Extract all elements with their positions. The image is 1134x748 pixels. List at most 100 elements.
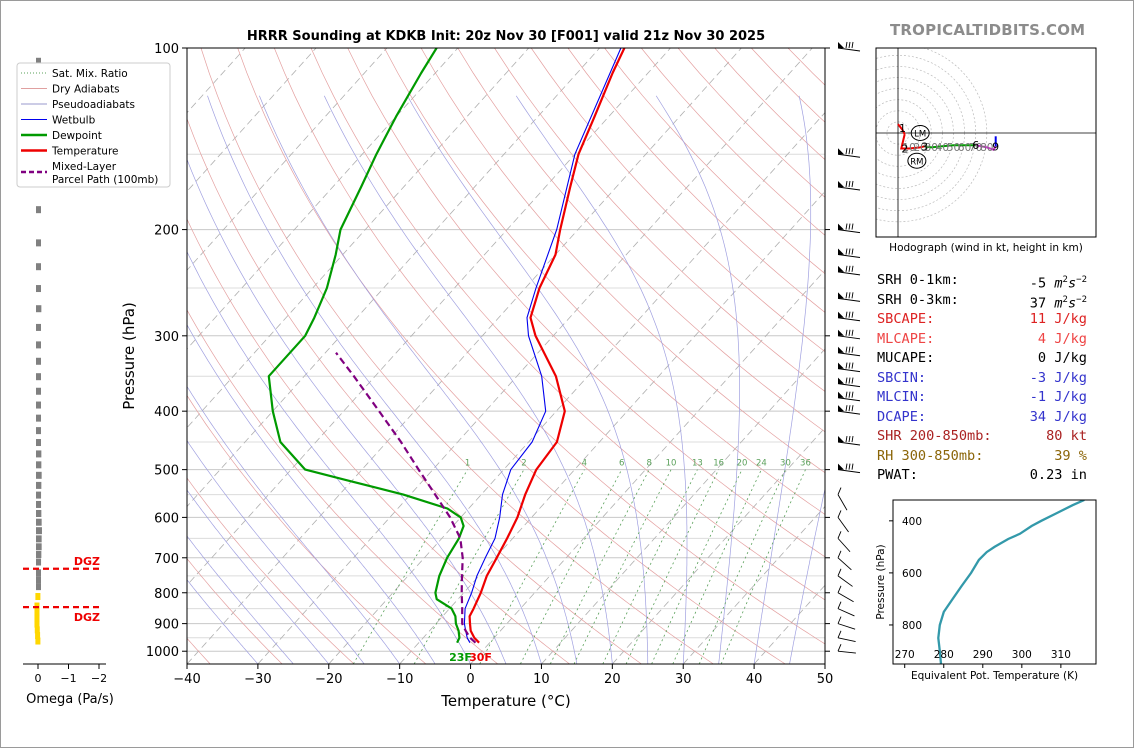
isotherm: [470, 269, 825, 664]
omega-bar: [36, 401, 41, 409]
omega-tick-label: −1: [60, 672, 76, 685]
wind-barb-flag: [838, 265, 844, 272]
x-tick-label: 0: [466, 672, 474, 687]
wind-barb-staff: [837, 383, 861, 388]
pseudoadiabat: [407, 95, 649, 664]
wind-barb-feather: [845, 265, 848, 272]
hodograph-height-label: 9: [992, 140, 999, 153]
wind-barb-staff: [837, 592, 854, 603]
wind-barb-flag: [838, 311, 844, 318]
omega-bar: [34, 608, 40, 616]
wind-barb-feather: [851, 405, 854, 412]
wind-barb-staff: [837, 637, 856, 642]
dry-adiabat: [420, 48, 825, 474]
legend-item-label: Dry Adiabats: [52, 84, 120, 96]
wind-barb-feather: [848, 265, 851, 272]
wind-barb-staff: [837, 368, 861, 373]
x-tick-label: −40: [173, 672, 200, 687]
isotherm: [399, 190, 825, 664]
wind-barb-feather: [845, 180, 848, 188]
stat-sbcin: SBCIN: -3 J/kg: [877, 369, 1087, 386]
mixing-ratio-line: [479, 469, 585, 664]
wind-barb-staff: [837, 608, 855, 617]
theta-x-tick-label: 280: [934, 649, 954, 661]
wind-barb-feather: [837, 550, 842, 558]
wind-barb-flag: [838, 148, 844, 155]
wind-barb-staff: [837, 650, 856, 654]
wind-barb-feather: [848, 362, 851, 369]
stat-shear: SHR 200-850mb: 80 kt: [877, 428, 1087, 444]
wind-barb-feather: [851, 292, 854, 299]
wind-barb-feather: [848, 405, 851, 412]
mixing-ratio-label: 4: [582, 459, 587, 469]
x-tick-label: −20: [315, 672, 342, 687]
hodograph-segment: [975, 144, 997, 151]
wind-barb-feather: [851, 329, 854, 336]
lm-marker: [910, 125, 930, 141]
stat-srh-01: SRH 0-1km: -5 m2s−2: [877, 272, 1087, 292]
x-tick-label: −10: [386, 672, 413, 687]
mixing-ratio-line: [573, 469, 672, 664]
theta-axes-box: [892, 499, 1097, 665]
dry-adiabat: [187, 218, 570, 664]
y-axis-label: Pressure (hPa): [120, 302, 138, 410]
dry-adiabat: [384, 48, 825, 515]
wind-barb-feather: [851, 311, 854, 318]
dry-adiabat: [187, 117, 642, 664]
dry-adiabat: [187, 309, 499, 664]
omega-bar: [36, 239, 41, 247]
omega-bar: [36, 551, 42, 559]
wind-barb-staff: [837, 317, 861, 322]
theta-y-tick-label: 600: [902, 568, 922, 580]
wind-barb-staff: [837, 557, 852, 571]
omega-bar: [36, 518, 42, 526]
pseudoadiabat: [187, 385, 400, 664]
series-temperature: [468, 48, 626, 644]
dry-adiabat: [237, 48, 786, 664]
wind-barb-feather: [848, 391, 851, 398]
pseudoadiabat: [187, 440, 365, 664]
wind-barb-feather: [845, 292, 848, 299]
wind-barb-feather: [845, 463, 848, 470]
wind-barb-feather: [845, 248, 848, 255]
hodograph-height-label: 6: [972, 139, 979, 152]
mixing-ratio-label: 8: [647, 459, 652, 469]
omega-bar: [36, 543, 42, 551]
skewt-axes-box: [186, 47, 826, 665]
mixing-ratio-line: [352, 469, 468, 664]
wind-barb-feather: [848, 377, 851, 384]
x-axis-label: Temperature (°C): [440, 692, 570, 710]
wind-barb-flag: [838, 362, 844, 369]
wind-barb-flag: [838, 391, 844, 398]
wind-barb-flag: [838, 292, 844, 299]
wind-barb-flag: [838, 405, 844, 412]
omega-bar: [36, 57, 41, 65]
y-tick-label: 800: [154, 587, 179, 602]
wind-barb-feather: [851, 223, 854, 230]
series-mixed-layer-parcel-path-mb: [335, 352, 477, 644]
omega-bar: [36, 509, 42, 517]
wind-barb-feather: [851, 463, 854, 470]
wind-barb-feather: [837, 510, 842, 518]
y-tick-label: 1000: [146, 645, 179, 660]
hodograph-segment: [900, 133, 925, 150]
hodograph-box: [875, 47, 1097, 238]
pseudoadiabat: [187, 158, 507, 664]
wind-barb-feather: [837, 616, 842, 624]
y-tick-label: 400: [154, 405, 179, 420]
isotherm: [541, 348, 825, 664]
wind-barb-feather: [845, 377, 848, 384]
wind-barb-flag: [838, 346, 844, 353]
pseudoadiabat: [515, 95, 688, 664]
series-dewpoint: [267, 48, 465, 644]
pseudoadiabat: [259, 95, 578, 664]
legend-item-label: Pseudoadiabats: [52, 99, 135, 111]
wind-barb-feather: [848, 346, 851, 353]
wind-barb-feather: [851, 377, 854, 384]
x-tick-label: 10: [533, 672, 550, 687]
wind-barb-staff: [837, 153, 861, 158]
omega-bar: [36, 357, 41, 365]
mixing-ratio-label: 1: [465, 459, 470, 469]
dgz-label: DGZ: [74, 555, 100, 568]
isotherm: [612, 427, 825, 664]
